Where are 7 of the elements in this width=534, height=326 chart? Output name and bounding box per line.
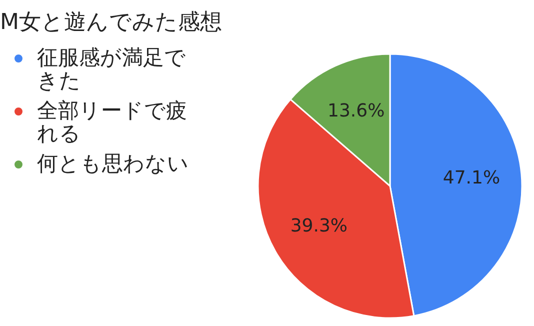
data-label: 13.6% [327, 100, 385, 122]
legend-label: 何とも思わない [37, 152, 189, 176]
legend-label: 征服感が満足できた [37, 46, 186, 92]
legend-label: 全部リードで疲れる [37, 98, 187, 146]
data-label: 39.3% [290, 216, 348, 237]
data-label: 47.1% [442, 168, 500, 189]
chart-title: M女と遊んでみた感想 [0, 10, 222, 35]
